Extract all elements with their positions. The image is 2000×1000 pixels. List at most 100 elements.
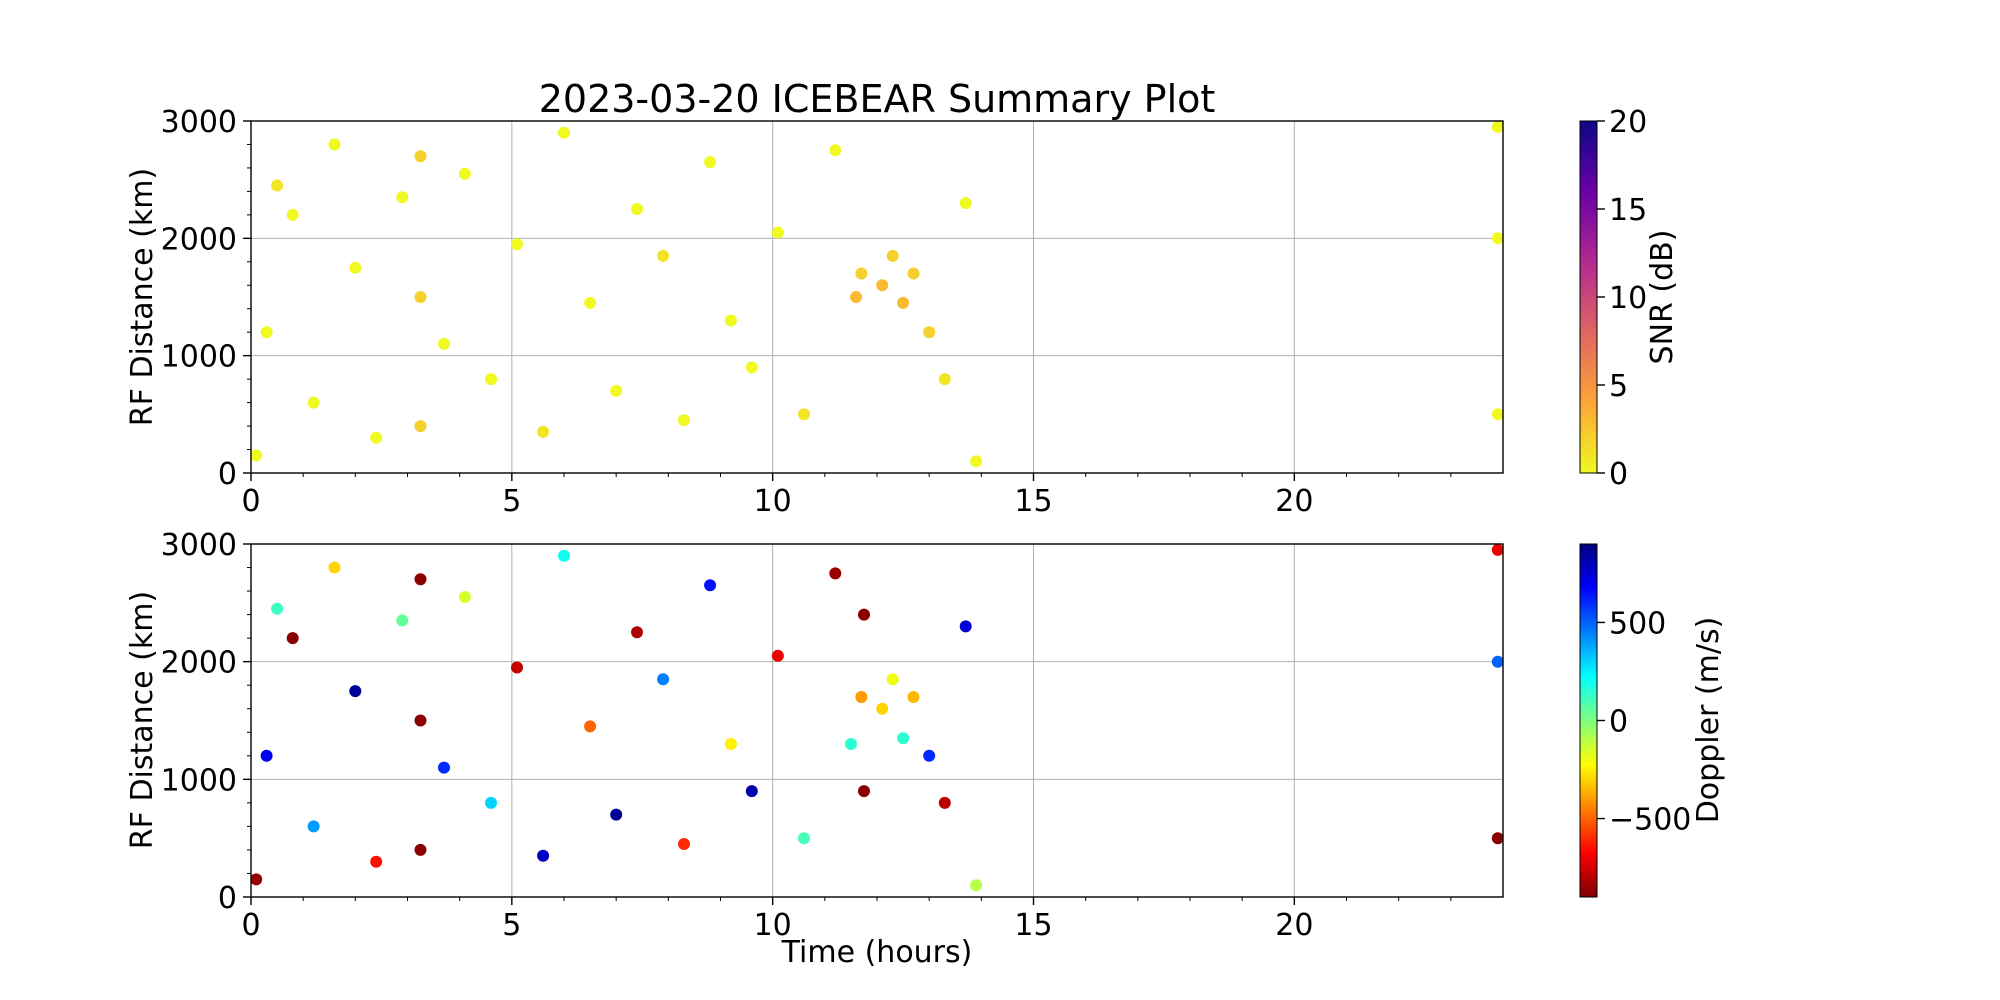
doppler-data-point xyxy=(771,649,784,662)
doppler-data-point xyxy=(631,626,643,639)
snr-data-point xyxy=(876,279,889,292)
doppler-data-point xyxy=(657,673,670,686)
colorbar-tick-label: 15 xyxy=(1609,193,1647,228)
doppler-data-point xyxy=(286,632,299,645)
snr-data-point xyxy=(610,384,623,397)
doppler-data-point xyxy=(798,832,810,845)
snr-data-point xyxy=(438,337,450,350)
snr-data-point xyxy=(1491,121,1503,133)
doppler-data-point xyxy=(678,838,690,850)
doppler-data-point xyxy=(251,873,263,886)
doppler-colorbar: −500 0 500 Doppler (m/s) xyxy=(1579,543,1726,898)
snr-data-point xyxy=(271,179,284,192)
colorbar-tick-label: 10 xyxy=(1609,281,1647,316)
snr-data-point xyxy=(537,425,550,438)
snr-data-point xyxy=(704,156,717,169)
doppler-data-point xyxy=(1491,544,1503,556)
doppler-points-layer xyxy=(251,544,1503,892)
snr-colorbar: 0 5 10 15 20 SNR (dB) xyxy=(1579,105,1680,492)
doppler-y-axis-label: RF Distance (km) xyxy=(125,591,160,849)
y-tick-label: 1000 xyxy=(161,763,237,798)
doppler-data-point xyxy=(271,602,284,615)
snr-data-point xyxy=(260,326,273,339)
snr-data-point xyxy=(458,167,471,180)
snr-data-point xyxy=(370,431,383,444)
snr-data-point xyxy=(855,267,868,280)
doppler-colorbar-label: Doppler (m/s) xyxy=(1691,617,1726,824)
doppler-data-point xyxy=(396,614,409,627)
doppler-axes-frame xyxy=(250,543,1504,898)
doppler-data-point xyxy=(414,573,427,586)
doppler-data-point xyxy=(414,714,427,727)
snr-data-point xyxy=(396,191,409,204)
snr-data-point xyxy=(959,197,972,210)
snr-data-point xyxy=(907,267,920,280)
snr-data-point xyxy=(923,326,936,339)
snr-data-point xyxy=(558,126,570,139)
doppler-data-point xyxy=(923,749,936,762)
doppler-data-point xyxy=(959,620,972,633)
colorbar-tick-label: −500 xyxy=(1609,803,1691,838)
x-tick-label: 5 xyxy=(502,908,521,943)
snr-data-point xyxy=(414,291,427,303)
x-tick-label: 5 xyxy=(502,484,521,519)
y-tick-label: 0 xyxy=(218,881,237,916)
doppler-data-point xyxy=(414,843,427,856)
snr-y-axis-label: RF Distance (km) xyxy=(125,168,160,426)
doppler-data-point xyxy=(745,785,758,798)
snr-data-point xyxy=(328,138,341,151)
doppler-data-point xyxy=(584,720,597,733)
snr-colorbar-gradient xyxy=(1579,120,1598,474)
snr-data-point xyxy=(798,408,810,421)
snr-data-point xyxy=(745,361,758,374)
doppler-data-point xyxy=(438,761,450,774)
snr-data-point xyxy=(897,296,910,309)
colorbar-tick-label: 0 xyxy=(1609,705,1628,740)
snr-data-point xyxy=(414,150,427,163)
snr-data-point xyxy=(349,261,362,274)
snr-data-point xyxy=(850,291,863,303)
snr-data-point xyxy=(1491,232,1503,245)
snr-data-point xyxy=(307,396,320,409)
y-tick-label: 2000 xyxy=(161,222,237,257)
snr-colorbar-label: SNR (dB) xyxy=(1645,230,1680,365)
doppler-panel: 0 5 10 15 20 0 1000 2000 3000 RF Distance (km) T… xyxy=(125,528,1504,970)
doppler-data-point xyxy=(1491,832,1503,845)
doppler-data-point xyxy=(307,820,320,833)
doppler-data-point xyxy=(907,691,920,703)
x-tick-label: 0 xyxy=(241,484,260,519)
y-tick-label: 2000 xyxy=(161,646,237,681)
x-axis-label: Time (hours) xyxy=(781,935,973,970)
snr-data-point xyxy=(938,373,951,386)
colorbar-tick-label: 20 xyxy=(1609,105,1647,140)
doppler-data-point xyxy=(537,849,550,862)
snr-data-point xyxy=(511,238,523,251)
y-tick-label: 3000 xyxy=(161,528,237,563)
doppler-data-point xyxy=(858,785,870,798)
snr-data-point xyxy=(724,314,737,327)
snr-data-point xyxy=(886,249,899,262)
snr-data-point xyxy=(771,226,784,239)
snr-data-point xyxy=(1491,408,1503,421)
snr-data-point xyxy=(251,449,263,462)
doppler-data-point xyxy=(855,691,868,703)
doppler-data-point xyxy=(724,738,737,750)
doppler-data-point xyxy=(970,879,983,892)
doppler-data-point xyxy=(938,796,951,809)
snr-data-point xyxy=(970,455,983,468)
doppler-data-point xyxy=(260,749,273,762)
snr-data-point xyxy=(678,414,690,427)
doppler-data-point xyxy=(704,579,717,592)
doppler-data-point xyxy=(829,567,842,580)
x-tick-label: 10 xyxy=(754,908,792,943)
x-tick-label: 15 xyxy=(1014,908,1052,943)
snr-points-layer xyxy=(251,121,1503,468)
snr-axis-ticks: 0 5 10 15 20 0 1000 2000 3000 xyxy=(161,105,1452,519)
doppler-data-point xyxy=(511,661,523,674)
doppler-grid xyxy=(250,543,1503,898)
snr-axes-frame xyxy=(250,120,1504,474)
snr-data-point xyxy=(485,373,497,386)
doppler-data-point xyxy=(328,561,341,574)
x-tick-label: 20 xyxy=(1275,484,1313,519)
